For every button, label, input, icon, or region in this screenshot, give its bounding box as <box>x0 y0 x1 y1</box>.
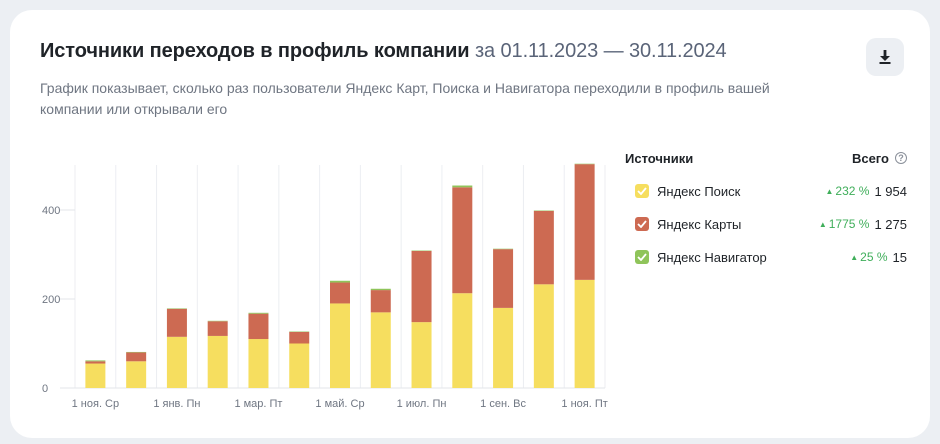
legend-item-delta: ▲ 232 % <box>826 184 870 198</box>
bar-segment <box>207 321 228 336</box>
bar-segment <box>330 282 350 304</box>
bar-segment <box>370 290 391 313</box>
bar-segment <box>533 210 554 285</box>
bar-segment <box>574 164 595 280</box>
legend-item-total: 1 275 <box>874 216 907 232</box>
legend-item-search: Яндекс Поиск ▲ 232 % 1 954 <box>625 183 907 199</box>
legend-item-total: 1 954 <box>874 183 907 199</box>
card-title: Источники переходов в профиль компании з… <box>40 40 727 63</box>
x-tick-label: 1 июл. Пн <box>397 398 447 410</box>
card-description: График показывает, сколько раз пользоват… <box>40 80 770 117</box>
legend-header: Источники Всего ? <box>625 150 907 166</box>
checkbox-icon[interactable] <box>635 250 649 264</box>
bar-segment <box>370 288 391 291</box>
legend-item-maps: Яндекс Карты ▲ 1775 % 1 275 <box>625 216 907 232</box>
chart-legend: Источники Всего ? Яндекс Поиск ▲ 232 % 1 … <box>625 150 907 265</box>
legend-item-navigator: Яндекс Навигатор ▲ 25 % 15 <box>625 249 907 265</box>
legend-item-label: Яндекс Карты <box>657 216 742 232</box>
bar-segment <box>207 335 228 388</box>
bar-segment <box>330 303 350 388</box>
x-tick-label: 1 мар. Пт <box>234 398 282 410</box>
title-period: за 01.11.2023 — 30.11.2024 <box>474 40 727 62</box>
help-icon[interactable]: ? <box>895 152 907 164</box>
x-tick-label: 1 сен. Вс <box>480 398 526 410</box>
bar-segment <box>166 336 187 388</box>
bar-segment <box>452 187 473 294</box>
legend-total-heading: Всего ? <box>852 151 907 166</box>
title-text: Источники переходов в профиль компании <box>40 40 470 62</box>
bar-segment <box>85 361 106 364</box>
bar-segment <box>166 308 187 337</box>
bar-segment <box>126 352 147 362</box>
delta-value: 232 % <box>835 184 870 198</box>
bar-segment <box>289 331 310 344</box>
y-tick-label: 200 <box>42 294 60 306</box>
bar-segment <box>370 312 391 388</box>
legend-item-delta: ▲ 1775 % <box>819 217 870 231</box>
x-tick-label: 1 май. Ср <box>315 398 364 410</box>
x-tick-label: 1 ноя. Ср <box>72 398 120 410</box>
bar-segment <box>452 293 473 388</box>
bar-segment <box>126 361 147 388</box>
checkbox-icon[interactable] <box>635 184 649 198</box>
bar-segment <box>85 363 106 388</box>
download-icon <box>879 50 891 64</box>
bar-segment <box>493 307 514 388</box>
bar-segment <box>248 339 269 388</box>
bar-segment <box>533 284 554 388</box>
x-tick-label: 1 янв. Пн <box>153 398 200 410</box>
download-button[interactable] <box>866 38 904 76</box>
trend-up-icon: ▲ <box>850 253 859 262</box>
legend-item-total: 15 <box>892 249 907 265</box>
y-tick-label: 0 <box>42 383 48 395</box>
bar-segment <box>411 322 432 388</box>
bar-segment <box>248 312 269 314</box>
y-tick-label: 400 <box>42 205 60 217</box>
bar-segment <box>248 313 269 340</box>
checkbox-icon[interactable] <box>635 217 649 231</box>
legend-item-label: Яндекс Навигатор <box>657 249 767 265</box>
delta-value: 25 % <box>860 250 888 264</box>
legend-item-label: Яндекс Поиск <box>657 183 741 199</box>
legend-item-delta: ▲ 25 % <box>850 250 887 264</box>
legend-heading: Источники <box>625 150 694 166</box>
bar-segment <box>574 279 595 388</box>
bar-segment <box>493 249 514 308</box>
legend-total-label: Всего <box>851 150 889 166</box>
x-tick-label: 1 ноя. Пт <box>561 398 607 410</box>
bar-segment <box>411 250 432 323</box>
bar-segment <box>452 185 473 188</box>
bar-segment <box>289 343 310 388</box>
delta-value: 1775 % <box>828 217 870 231</box>
bar-segment <box>330 280 350 283</box>
trend-up-icon: ▲ <box>818 220 827 229</box>
bar-segment <box>85 360 106 362</box>
trend-up-icon: ▲ <box>825 187 834 196</box>
